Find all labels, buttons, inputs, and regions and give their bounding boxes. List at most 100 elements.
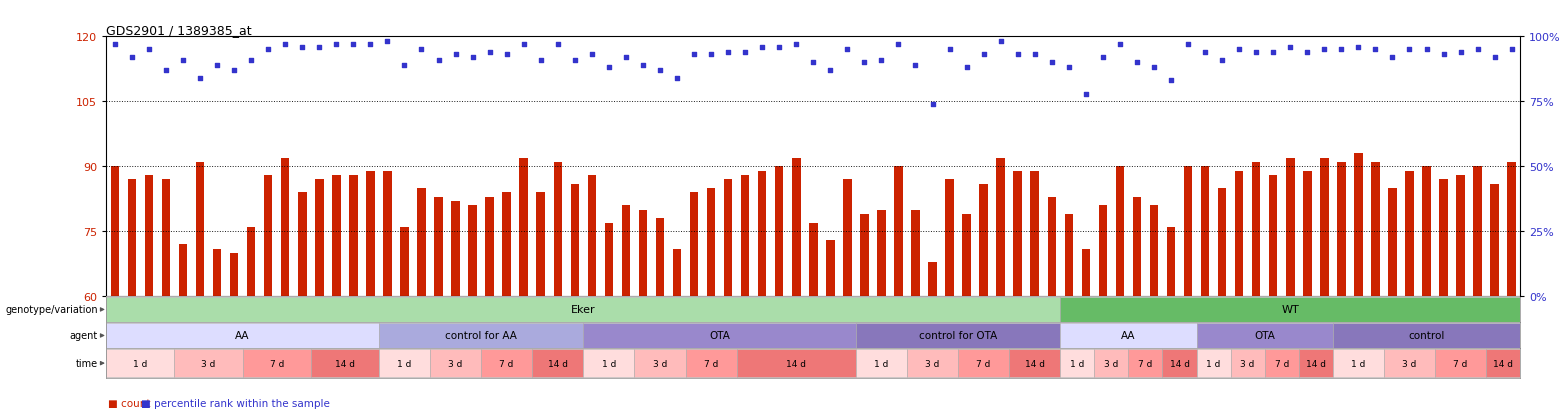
Point [852,60,877,66]
Point [1431,52,1456,59]
Bar [1065,214,1073,297]
Bar [826,240,835,297]
Point [716,50,741,56]
Point [1159,78,1184,85]
Text: 3 d: 3 d [202,359,216,368]
Point [682,52,707,59]
Point [1073,91,1098,97]
Point [1226,47,1251,53]
Point [1483,55,1508,61]
Bar [1013,171,1021,297]
Point [1347,44,1372,51]
Bar [1268,176,1278,297]
Point [494,52,519,59]
Bar [1333,323,1520,348]
Point [971,52,996,59]
Text: 7 d: 7 d [499,359,515,368]
Point [460,55,485,61]
Bar [532,349,583,377]
Bar [1508,163,1516,297]
Point [546,42,571,48]
Point [818,68,843,74]
Bar [106,349,175,377]
Bar [1196,349,1231,377]
Bar [366,171,375,297]
Bar [332,176,341,297]
Bar [1333,349,1384,377]
Bar [638,210,647,297]
Point [1107,42,1132,48]
Bar [856,349,907,377]
Bar [1162,349,1196,377]
Point [613,55,638,61]
Point [766,44,791,51]
Bar [106,323,378,348]
Bar [1286,158,1295,297]
Text: 1 d: 1 d [397,359,411,368]
Text: 7 d: 7 d [1453,359,1467,368]
Bar [583,323,856,348]
Text: 14 d: 14 d [1306,359,1326,368]
Point [443,52,468,59]
Bar [128,180,136,297]
Point [1193,50,1218,56]
Bar [1372,163,1379,297]
Bar [583,349,635,377]
Point [1500,47,1525,53]
Bar [685,349,737,377]
Point [324,42,349,48]
Bar [860,214,868,297]
Bar [299,193,307,297]
Point [1209,57,1234,64]
Point [477,50,502,56]
Bar [1095,349,1128,377]
Bar [996,158,1006,297]
Bar [554,163,561,297]
Bar [145,176,153,297]
Bar [175,349,242,377]
Bar [588,176,596,297]
Bar [349,176,358,297]
Text: 3 d: 3 d [652,359,668,368]
Point [1465,47,1490,53]
Point [920,101,945,108]
Text: 1 d: 1 d [133,359,147,368]
Bar [383,171,391,297]
Point [1125,60,1150,66]
Point [307,44,332,51]
Text: 1 d: 1 d [874,359,888,368]
Point [1295,50,1320,56]
Text: control: control [1408,331,1445,341]
Text: 1 d: 1 d [602,359,616,368]
Bar [1060,297,1520,322]
Text: 3 d: 3 d [1403,359,1417,368]
Text: OTA: OTA [708,331,730,341]
Bar [242,349,311,377]
Bar [856,323,1060,348]
Bar [979,184,988,297]
Point [1090,55,1115,61]
Bar [1184,167,1192,297]
Point [870,57,895,64]
Bar [1436,349,1486,377]
Bar [621,206,630,297]
Bar [1490,184,1498,297]
Point [1362,47,1387,53]
Bar [809,223,818,297]
Bar [378,323,583,348]
Bar [690,193,698,297]
Bar [400,228,408,297]
Point [1056,65,1081,71]
Bar [1060,323,1196,348]
Point [1142,65,1167,71]
Bar [485,197,494,297]
Bar [605,223,613,297]
Bar [213,249,222,297]
Bar [1439,180,1448,297]
Text: ■ count: ■ count [108,398,150,408]
Text: Eker: Eker [571,305,596,315]
Point [136,47,161,53]
Point [885,42,910,48]
Point [425,57,450,64]
Bar [482,349,532,377]
